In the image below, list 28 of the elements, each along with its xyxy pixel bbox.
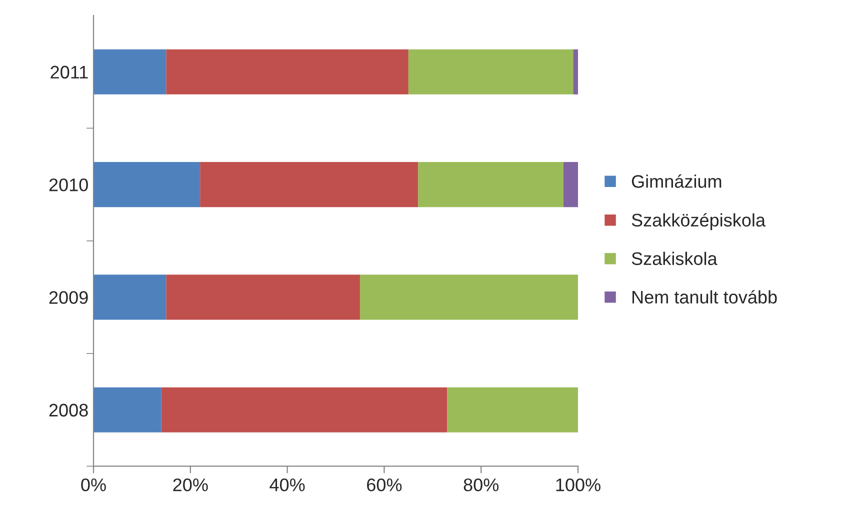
bar (200, 162, 418, 208)
x-tick-label: 20% (173, 478, 208, 492)
legend-label: Szakközépiskola (632, 213, 766, 230)
bar (447, 387, 578, 432)
y-tick-label: 2009 (49, 291, 88, 304)
bar (408, 49, 574, 94)
x-tick-label: 0% (81, 478, 106, 492)
bar (573, 49, 578, 94)
bar (94, 387, 162, 432)
x-tick-label: 80% (464, 478, 499, 492)
bar (360, 274, 578, 320)
bar (94, 162, 200, 208)
bar (563, 162, 578, 208)
bar (94, 49, 166, 94)
y-tick-label: 2010 (49, 178, 88, 192)
bar (418, 162, 564, 208)
y-tick-label: 2008 (49, 404, 88, 417)
legend-label: Gimnázium (632, 174, 722, 188)
x-tick-label: 40% (270, 478, 305, 492)
legend-label: Nem tanult tovább (632, 290, 777, 304)
bar (161, 387, 448, 432)
x-tick-label: 100% (556, 478, 600, 492)
bar (94, 274, 166, 320)
bar (166, 49, 408, 94)
x-tick-label: 60% (367, 478, 402, 492)
y-tick-label: 2011 (50, 66, 88, 79)
legend-label: Szakiskola (632, 252, 718, 266)
bar (166, 274, 360, 320)
